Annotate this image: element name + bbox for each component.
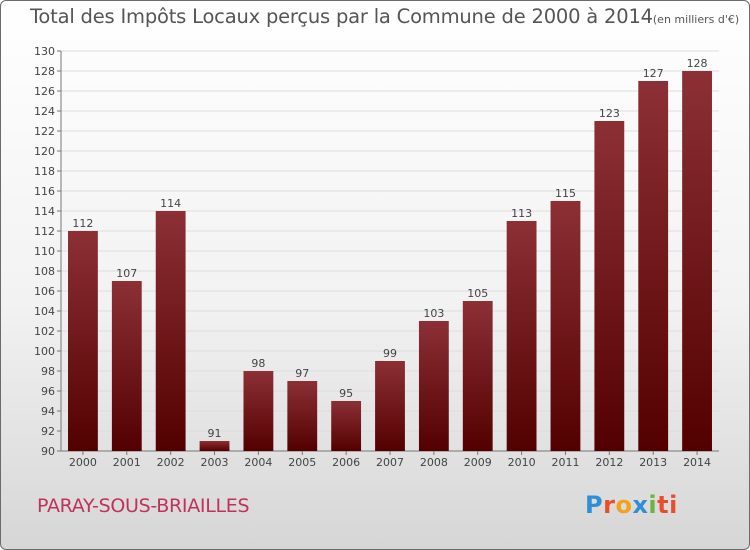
y-tick-label: 118 [34,165,55,178]
bar [638,81,669,451]
y-tick-label: 92 [41,425,55,438]
y-tick-label: 100 [34,345,55,358]
x-tick-label: 2006 [332,456,360,469]
bar-value-label: 97 [295,367,309,380]
logo-letter: i [648,491,658,519]
bar [506,221,537,451]
bar-value-label: 127 [643,67,664,80]
y-tick-label: 130 [34,45,55,58]
bar [243,371,274,451]
logo-letter: ti [657,491,678,519]
chart-unit-label: (en milliers d'€) [652,13,740,26]
x-tick-label: 2001 [113,456,141,469]
commune-name: PARAY-SOUS-BRIAILLES [37,495,250,517]
bar-value-label: 113 [511,207,532,220]
x-tick-label: 2007 [376,456,404,469]
y-tick-label: 122 [34,125,55,138]
bar-value-label: 115 [555,187,576,200]
y-tick-label: 104 [34,305,55,318]
bar-value-label: 114 [160,197,181,210]
x-tick-label: 2013 [639,456,667,469]
y-tick-label: 110 [34,245,55,258]
chart-title-text: Total des Impôts Locaux perçus par la Co… [30,5,653,28]
y-tick-label: 102 [34,325,55,338]
proxiti-logo[interactable]: Proxiti [585,491,678,519]
bar-value-label: 91 [208,427,222,440]
bar-value-label: 105 [467,287,488,300]
y-tick-label: 94 [41,405,55,418]
logo-letter: o [615,491,633,519]
x-tick-label: 2011 [551,456,579,469]
x-tick-label: 2012 [595,456,623,469]
bar [199,441,230,451]
x-tick-label: 2004 [244,456,272,469]
x-tick-label: 2009 [464,456,492,469]
y-tick-label: 114 [34,205,55,218]
bar [331,401,362,451]
bar-value-label: 112 [72,217,93,230]
x-tick-label: 2002 [157,456,185,469]
bar [418,321,449,451]
logo-letter: r [603,491,616,519]
bar-value-label: 128 [687,57,708,70]
y-tick-label: 90 [41,445,55,458]
y-tick-label: 128 [34,65,55,78]
bar [594,121,625,451]
bar [155,211,186,451]
bar [682,71,712,451]
y-tick-label: 116 [34,185,55,198]
y-tick-label: 120 [34,145,55,158]
bar-value-label: 103 [423,307,444,320]
logo-letter: P [585,491,604,519]
y-tick-label: 124 [34,105,55,118]
bar [462,301,493,451]
bar-value-label: 123 [599,107,620,120]
x-tick-label: 2005 [288,456,316,469]
y-tick-label: 108 [34,265,55,278]
bar-value-label: 107 [116,267,137,280]
y-tick-label: 112 [34,225,55,238]
y-tick-label: 106 [34,285,55,298]
bar-value-label: 99 [383,347,397,360]
logo-letter: x [632,491,649,519]
bar [68,231,98,451]
bar [550,201,581,451]
x-tick-label: 2003 [201,456,229,469]
bar-value-label: 98 [251,357,265,370]
x-tick-label: 2008 [420,456,448,469]
x-tick-label: 2010 [508,456,536,469]
bar [111,281,142,451]
x-tick-label: 2014 [683,456,711,469]
y-tick-label: 98 [41,365,55,378]
bar [375,361,405,451]
x-tick-label: 2000 [69,456,97,469]
y-tick-label: 96 [41,385,55,398]
bar [287,381,318,451]
bar-value-label: 95 [339,387,353,400]
y-tick-label: 126 [34,85,55,98]
chart-title: Total des Impôts Locaux perçus par la Co… [30,5,739,28]
